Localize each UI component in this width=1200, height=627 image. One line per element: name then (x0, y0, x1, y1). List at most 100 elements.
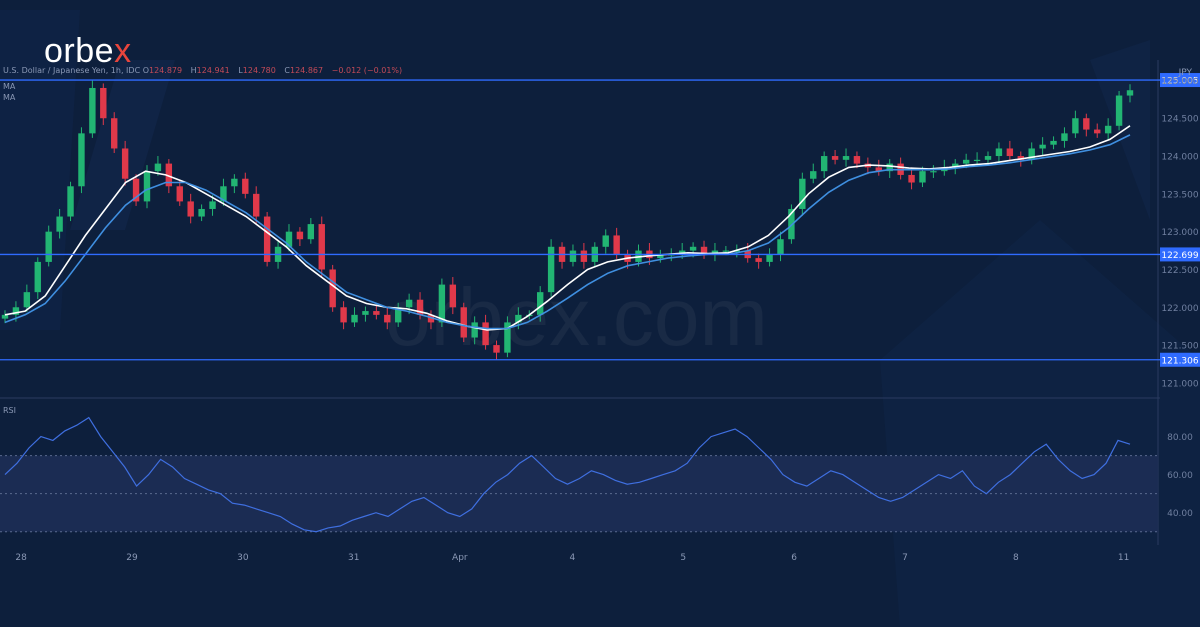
candle-body (1126, 90, 1134, 96)
candle-body (143, 171, 151, 202)
high-label: H (190, 66, 197, 75)
level-label-box (1160, 247, 1200, 262)
level-label-box (1160, 73, 1200, 88)
price-tick-label: 124.500 (1161, 115, 1198, 125)
candle-body (1017, 156, 1024, 160)
logo-accent: x (114, 32, 132, 70)
candle-body (613, 235, 620, 255)
candle-body (460, 307, 467, 338)
rsi-tick-label: 80.00 (1167, 433, 1193, 443)
candle-body (777, 239, 784, 255)
candle-body (111, 118, 118, 149)
watermark: orbex.com (385, 272, 768, 363)
ma2-legend: MA (3, 93, 16, 102)
candle-body (427, 314, 435, 323)
candle-body (12, 307, 20, 315)
time-tick-label: 30 (237, 553, 249, 563)
candle-body (307, 224, 315, 240)
candle-body (919, 171, 926, 183)
candle-body (384, 314, 391, 323)
price-axis-ticks: 121.000 121.500 122.000 122.500 123.000 123.5… (1161, 77, 1198, 389)
candle-body (242, 178, 249, 194)
candle-body (362, 311, 369, 315)
candle-body (56, 216, 63, 232)
time-tick-label: 28 (15, 553, 27, 563)
candle-body (908, 174, 915, 183)
candle-body (547, 246, 555, 293)
change-value: −0.012 (−0.01%) (331, 66, 403, 75)
candle-body (1006, 148, 1014, 157)
ma-fast-line (4, 125, 1131, 331)
open-label: O (142, 66, 149, 75)
time-tick-label: 31 (348, 553, 359, 563)
open-value: 124.879 (149, 66, 183, 75)
candle-body (504, 322, 511, 353)
candle-body (1104, 125, 1112, 134)
symbol-name: U.S. Dollar / Japanese Yen, 1h, IDC (3, 66, 141, 75)
moving-averages-layer (4, 125, 1131, 331)
close-label: C (284, 66, 290, 75)
price-tick-label: 121.000 (1161, 379, 1198, 389)
candle-body (515, 314, 522, 323)
candle-body (875, 167, 882, 172)
high-value: 124.941 (196, 66, 230, 75)
candle-body (799, 178, 806, 209)
candle-body (1039, 144, 1046, 149)
candle-body (176, 186, 183, 202)
logo-text: orbe (44, 32, 115, 70)
candle-body (416, 299, 424, 315)
rsi-tick-label: 60.00 (1167, 471, 1193, 481)
candle-body (711, 250, 719, 255)
symbol-legend: U.S. Dollar / Japanese Yen, 1h, IDC O124… (3, 66, 408, 75)
candle-body (1028, 148, 1035, 160)
candle-body (121, 148, 129, 179)
candle-body (842, 156, 850, 160)
candle-body (1072, 118, 1079, 134)
candle-body (1050, 140, 1057, 145)
price-tick-label: 121.500 (1161, 342, 1198, 352)
candle-body (449, 284, 457, 308)
candle-body (1083, 118, 1090, 130)
candle-body (209, 201, 216, 209)
candle-body (831, 156, 839, 160)
ma-slow-line (4, 134, 1131, 330)
candle-body (1094, 129, 1101, 134)
candle-body (296, 231, 304, 240)
candle-body (318, 224, 325, 270)
candle-body (263, 216, 271, 262)
candle-body (569, 250, 577, 262)
candle-body (471, 322, 478, 338)
rsi-line (4, 416, 1131, 533)
time-tick-label: 11 (1118, 553, 1129, 563)
candle-body (984, 156, 992, 160)
candle-body (493, 345, 500, 353)
candle-body (285, 231, 293, 247)
candle-body (886, 163, 893, 172)
low-value: 124.780 (242, 66, 276, 75)
candle-body (100, 87, 107, 119)
candle-body (198, 208, 205, 217)
rsi-legend: RSI (3, 406, 16, 415)
time-tick-label: 8 (1013, 553, 1019, 563)
candle-body (930, 171, 937, 173)
candle-body (536, 292, 544, 315)
rsi-tick-label: 40.00 (1167, 509, 1193, 519)
candle-body (231, 178, 238, 187)
time-tick-label: Apr (452, 553, 468, 563)
candle-body (45, 231, 52, 262)
candle-body (973, 159, 981, 162)
candle-body (820, 156, 828, 172)
candle-body (853, 156, 861, 164)
candle-body (755, 258, 762, 262)
candle-body (34, 261, 41, 293)
candle-body (165, 163, 173, 187)
candle-body (700, 246, 708, 255)
currency-unit: JPY (1178, 68, 1192, 78)
candle-body (340, 307, 347, 323)
levels-layer: 125.005 122.699 121.306 (0, 73, 1200, 367)
candle-body (395, 307, 402, 323)
candle-body (733, 250, 740, 252)
candle-body (810, 171, 817, 179)
